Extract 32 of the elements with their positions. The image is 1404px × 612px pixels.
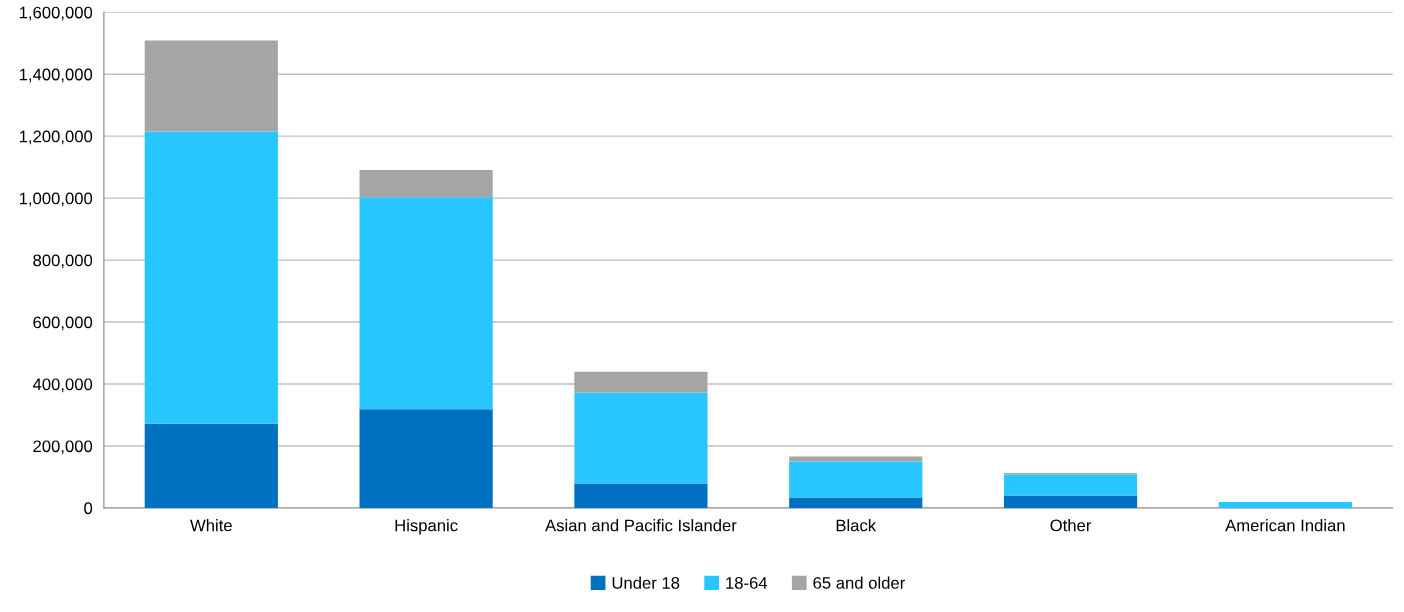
y-tick-label: 1,200,000 (19, 130, 93, 145)
bar (789, 497, 923, 508)
bar (359, 169, 493, 198)
y-tick-label: 1,400,000 (19, 68, 93, 83)
y-tick-label: 800,000 (33, 254, 93, 269)
x-tick-label: White (190, 519, 232, 532)
legend-label: 65 and older (813, 576, 905, 589)
legend-label: 18-64 (726, 577, 768, 589)
bar (1218, 502, 1352, 508)
x-tick-label: Black (836, 519, 877, 532)
x-tick-label: Other (1050, 519, 1092, 532)
bar (359, 409, 493, 508)
bar (1003, 495, 1138, 508)
bar (1003, 474, 1138, 496)
bar (144, 423, 278, 508)
y-tick-label: 0 (84, 502, 93, 515)
y-tick-label: 1,000,000 (19, 192, 93, 207)
y-tick-label: 400,000 (32, 378, 93, 393)
bar (574, 392, 708, 484)
y-tick-label: 1,600,000 (19, 6, 93, 21)
legend-label: Under 18 (612, 576, 680, 589)
x-tick-label: American Indian (1225, 519, 1345, 532)
x-tick-label: Asian and Pacific Islander (545, 519, 737, 532)
x-tick-label: Hispanic (395, 519, 458, 535)
bar (144, 40, 278, 132)
y-tick-label: 200,000 (33, 440, 93, 455)
bar (789, 461, 923, 498)
bar (574, 483, 708, 508)
bar (574, 371, 708, 393)
bar (144, 131, 278, 424)
y-tick-label: 600,000 (33, 316, 93, 331)
bar (359, 197, 493, 410)
